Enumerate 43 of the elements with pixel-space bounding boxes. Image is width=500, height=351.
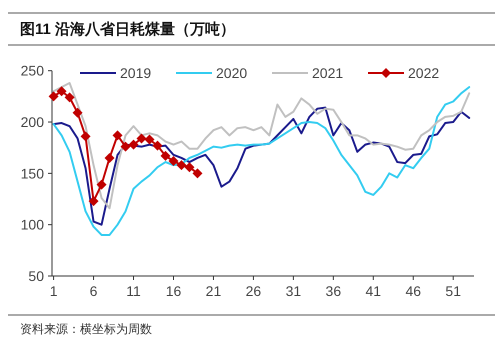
x-tick-label: 6 <box>90 283 98 299</box>
x-tick-label: 31 <box>286 283 302 299</box>
text: 资料来源：横坐标为周数 <box>20 322 152 336</box>
line-series <box>52 106 470 226</box>
x-tick-label: 41 <box>366 283 382 299</box>
point <box>128 140 139 150</box>
point <box>48 91 59 102</box>
y-tick-label: 250 <box>20 62 44 79</box>
y-tick-label: 100 <box>20 216 44 233</box>
x-tick-label: 51 <box>445 283 462 299</box>
point <box>80 131 91 142</box>
x-tick-label: 1 <box>50 283 58 299</box>
point <box>176 160 186 170</box>
point <box>88 196 99 206</box>
legend-label: 2021 <box>312 65 344 81</box>
y-tick-label: 200 <box>20 114 44 130</box>
point <box>56 86 67 96</box>
legend-label: 2019 <box>120 65 152 81</box>
point <box>104 152 115 163</box>
chart-title: 图11 沿海八省日耗煤量（万吨） <box>20 21 236 38</box>
legend-label: 2022 <box>408 65 440 81</box>
point <box>112 130 123 140</box>
x-tick-label: 36 <box>326 283 342 299</box>
point <box>96 180 107 190</box>
point <box>168 156 178 166</box>
point <box>160 150 170 161</box>
x-tick-label: 11 <box>126 283 141 299</box>
point <box>120 142 131 152</box>
point <box>152 140 162 151</box>
x-tick-label: 16 <box>166 283 182 299</box>
x-tick-label: 26 <box>246 283 262 299</box>
x-tick-label: 21 <box>206 283 222 299</box>
point <box>192 168 202 178</box>
line-series <box>52 86 470 236</box>
x-tick-label: 46 <box>405 283 422 299</box>
point <box>64 92 75 102</box>
point <box>184 162 194 172</box>
point <box>144 134 155 144</box>
y-tick-label: 150 <box>20 165 44 182</box>
y-tick-label: 50 <box>28 268 44 284</box>
legend-label: 2020 <box>216 65 248 81</box>
point <box>136 133 147 144</box>
point <box>72 108 83 118</box>
